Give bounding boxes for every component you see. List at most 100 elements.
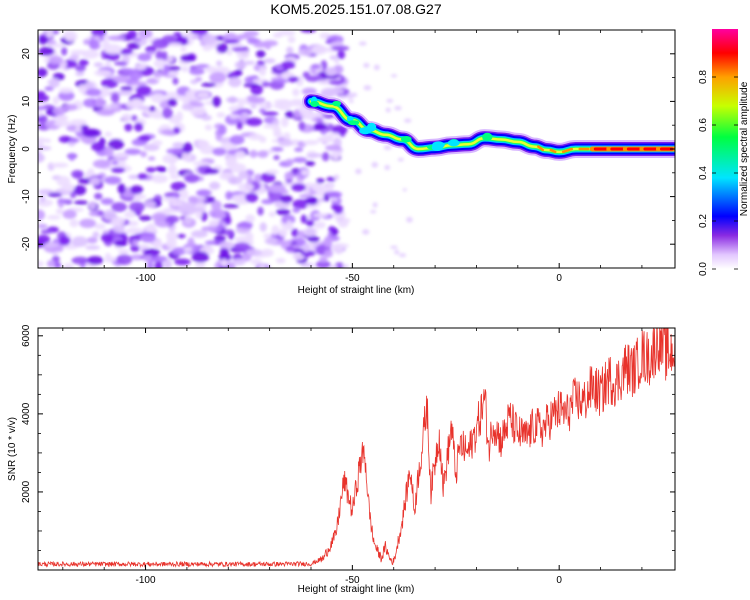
colorbar-tick-label: 0.0 [698,262,709,276]
noise-blob [328,226,336,232]
ridge-blob [482,132,493,141]
ridge-blob [432,141,445,149]
noise-blob [319,255,328,263]
noise-blob [261,111,279,116]
noise-blob [184,174,200,183]
spectrogram-x-tick-label: -50 [345,273,360,284]
noise-blob [104,252,112,263]
noise-blob [114,240,128,247]
noise-blob [46,259,56,268]
noise-blob [107,35,126,41]
noise-blob [246,176,254,184]
noise-blob [138,215,152,221]
noise-blob [305,160,316,167]
noise-blob [100,198,114,205]
noise-blob [94,69,112,77]
noise-blob [291,228,299,238]
colorbar-ticks: 0.0 0.2 0.4 0.6 0.8 [698,70,738,276]
noise-blob [202,196,216,204]
noise-blob [57,198,73,204]
noise-blob [38,94,50,102]
chart-title: KOM5.2025.151.07.08.G27 [270,1,441,17]
noise-blob [78,84,87,94]
noise-blob [88,200,97,210]
noise-blob [188,207,206,212]
noise-blob [300,169,309,176]
noise-blob [69,137,80,143]
noise-blob [305,228,316,237]
noise-blob [89,177,101,186]
noise-blob [285,246,294,252]
noise-blob [86,256,104,265]
noise-blob [133,195,142,202]
noise-blob [233,242,250,251]
ridge-blob [332,100,342,107]
noise-blob [129,70,143,80]
noise-blob [195,76,203,82]
noise-blob [209,181,221,190]
noise-blob [302,139,319,146]
noise-blob [164,215,180,224]
noise-blob [318,71,327,78]
noise-blob [137,173,148,180]
noise-blob [108,103,118,110]
noise-blob [62,209,77,220]
noise-blob [261,81,271,88]
noise-blob [59,235,71,246]
noise-blob [111,160,119,165]
noise-blob [143,143,160,152]
noise-blob [294,147,304,152]
noise-blob [211,96,222,108]
noise-blob [311,184,324,192]
noise-blob [46,215,61,220]
spectrogram-heat [38,30,675,268]
noise-blob [201,33,217,45]
noise-blob [300,112,316,120]
noise-blob [104,51,121,61]
noise-blob [263,124,280,129]
noise-speck [384,164,391,171]
snr-x-label: Height of straight line (km) [298,584,415,595]
noise-blob [86,237,98,244]
snr-x-tick-label: 0 [556,575,562,586]
noise-blob [110,167,126,173]
noise-blob [156,167,167,173]
noise-blob [83,38,91,45]
snr-series-line [38,328,675,569]
noise-blob [238,97,245,109]
noise-blob [110,92,120,103]
noise-blob [331,125,348,135]
noise-blob [302,243,310,253]
noise-blob [219,241,235,249]
noise-blob [164,91,180,102]
noise-blob [286,46,294,55]
noise-speck [372,202,378,208]
noise-speck [348,99,354,103]
noise-blob [236,48,250,60]
noise-blob [311,45,328,55]
noise-blob [88,39,99,50]
noise-blob [137,53,152,62]
spectrogram-y-tick-label: -20 [21,237,32,252]
noise-blob [268,211,276,218]
noise-speck [329,265,338,268]
noise-blob [132,239,139,247]
noise-blob [234,60,247,70]
noise-speck [355,168,362,175]
noise-blob [62,103,78,111]
noise-blob [325,66,338,76]
noise-blob [61,47,68,56]
noise-blob [78,59,89,66]
noise-blob [38,260,45,267]
noise-blob [245,192,259,203]
noise-speck [363,62,370,68]
noise-blob [285,158,295,165]
noise-blob [331,45,350,51]
noise-blob [275,78,289,84]
noise-blob [39,194,46,203]
snr-x-tick-label: -100 [136,575,156,586]
noise-blob [170,181,186,192]
noise-blob [55,208,64,215]
noise-blob [44,86,54,92]
noise-blob [124,210,136,219]
